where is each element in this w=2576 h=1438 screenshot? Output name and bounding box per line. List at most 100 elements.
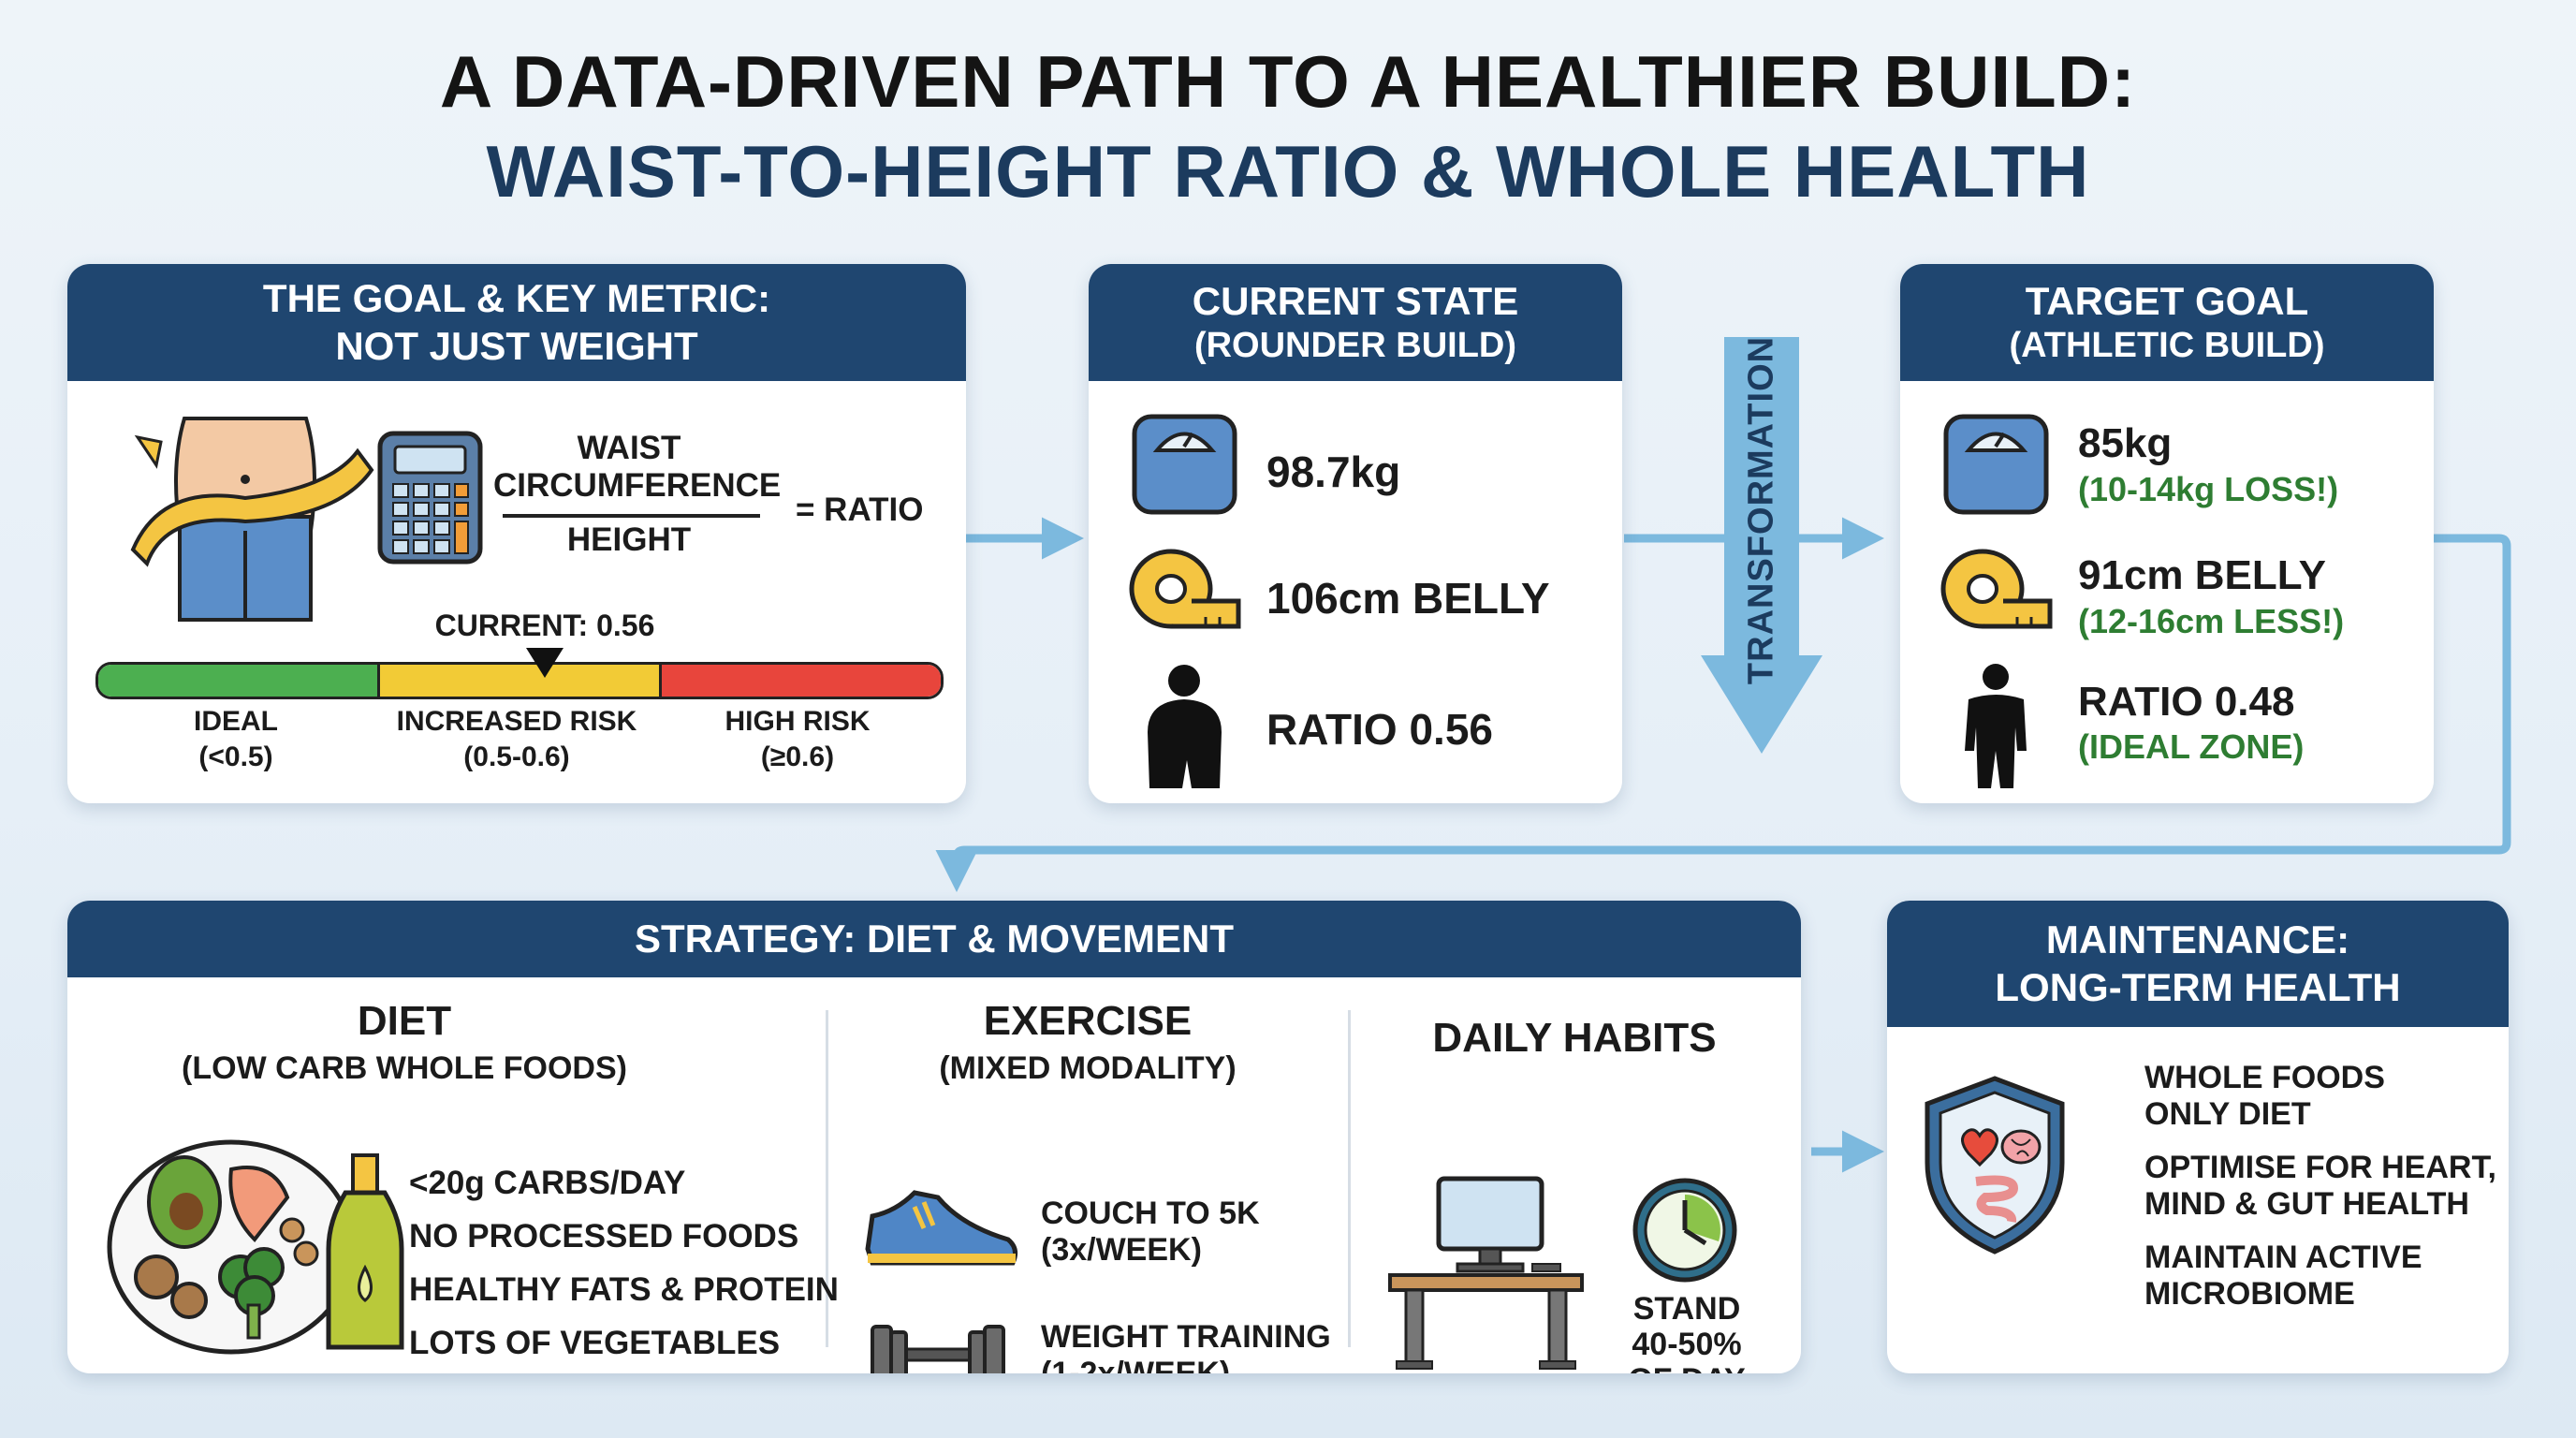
maintenance-item: MAINTAIN ACTIVE MICROBIOME <box>2144 1240 2496 1313</box>
maintenance-item-line1: MAINTAIN ACTIVE <box>2144 1240 2422 1276</box>
current-weight: 98.7kg <box>1266 448 1401 496</box>
gauge-zone-name: HIGH RISK <box>724 706 871 737</box>
maintenance-item-line1: WHOLE FOODS <box>2144 1060 2385 1095</box>
maintenance-list: WHOLE FOODS ONLY DIET OPTIMISE FOR HEART, M… <box>2144 1060 2496 1330</box>
main-subtitle: WAIST-TO-HEIGHT RATIO & WHOLE HEALTH <box>486 130 2090 213</box>
scale-icon <box>1943 414 2049 515</box>
maintenance-item: WHOLE FOODS ONLY DIET <box>2144 1060 2496 1133</box>
gauge-zone-range: (<0.5) <box>198 741 273 772</box>
diet-item: HEALTHY FATS & PROTEIN <box>409 1271 839 1308</box>
arrow-target-to-strategy <box>935 534 2511 892</box>
main-title: A DATA-DRIVEN PATH TO A HEALTHIER BUILD: <box>439 40 2137 123</box>
current-ratio: RATIO 0.56 <box>1266 705 1493 754</box>
gauge-zone-name: INCREASED RISK <box>396 706 637 737</box>
strategy-header: STRATEGY: DIET & MOVEMENT <box>67 901 1801 977</box>
calculator-icon <box>377 431 483 565</box>
waist-measure-icon <box>130 417 374 622</box>
goal-header-line1: THE GOAL & KEY METRIC: <box>262 276 771 321</box>
maintenance-header: MAINTENANCE: LONG-TERM HEALTH <box>1887 901 2509 1027</box>
current-header-line1: CURRENT STATE <box>1192 278 1519 323</box>
goal-card-header: THE GOAL & KEY METRIC: NOT JUST WEIGHT <box>67 264 966 381</box>
clock-icon <box>1632 1178 1737 1283</box>
current-header-line2: (ROUNDER BUILD) <box>1193 325 1517 365</box>
rounder-body-icon <box>1148 665 1222 788</box>
running-shoes-icon <box>865 1190 1018 1266</box>
formula-result: = RATIO <box>796 492 924 528</box>
maintenance-item-line2: MIND & GUT HEALTH <box>2144 1186 2469 1223</box>
gauge-zone-range: (≥0.6) <box>760 741 835 772</box>
diet-item: <20g CARBS/DAY <box>409 1165 686 1201</box>
maintenance-item: OPTIMISE FOR HEART, MIND & GUT HEALTH <box>2144 1150 2496 1223</box>
tape-measure-icon <box>1129 549 1241 629</box>
gauge-zone-increased-risk <box>377 665 659 697</box>
target-header-line2: (ATHLETIC BUILD) <box>2009 325 2325 365</box>
target-goal-card: TARGET GOAL (ATHLETIC BUILD) 85kg (10-14… <box>1900 264 2434 803</box>
health-shield-icon <box>1925 1076 2065 1255</box>
target-ratio: RATIO 0.48 <box>2078 679 2295 725</box>
stand-habit-text: STAND 40-50% OF DAY <box>1603 1291 1771 1373</box>
formula-numerator: WAIST CIRCUMFERENCE <box>493 430 782 506</box>
exercise-1-line1: COUCH TO 5K <box>1041 1196 1260 1231</box>
strategy-card: STRATEGY: DIET & MOVEMENT DIET (LOW CARB… <box>67 901 1801 1373</box>
diet-item: LOTS OF VEGETABLES <box>409 1325 781 1361</box>
gauge-label-increased-risk: INCREASED RISK (0.5-0.6) <box>376 704 657 774</box>
scale-icon <box>1132 414 1237 515</box>
current-ratio-marker <box>526 648 564 678</box>
healthy-plate-icon <box>107 1139 404 1355</box>
current-belly: 106cm BELLY <box>1266 574 1550 623</box>
gauge-zone-high-risk <box>659 665 941 697</box>
stand-line3: OF DAY <box>1603 1362 1771 1373</box>
risk-gauge-bar <box>95 662 944 699</box>
stand-line1: STAND <box>1632 1291 1741 1327</box>
tape-measure-icon <box>1940 549 2053 629</box>
formula-circumference: CIRCUMFERENCE <box>493 467 782 505</box>
formula-height: HEIGHT <box>566 521 692 558</box>
habits-title: DAILY HABITS <box>1432 1015 1717 1061</box>
athletic-body-icon <box>1965 664 2027 788</box>
formula-fraction-bar <box>503 514 760 518</box>
gauge-zone-range: (0.5-0.6) <box>463 741 570 772</box>
exercise-item-2: WEIGHT TRAINING (1-2x/WEEK) <box>1041 1319 1331 1373</box>
dumbbell-icon <box>871 1325 1005 1373</box>
diet-item: NO PROCESSED FOODS <box>409 1218 799 1255</box>
gauge-zone-ideal <box>98 665 377 697</box>
exercise-subtitle: (MIXED MODALITY) <box>939 1050 1237 1086</box>
target-weight: 85kg <box>2078 420 2173 466</box>
maintenance-item-line2: MICROBIOME <box>2144 1276 2355 1313</box>
strategy-header-text: STRATEGY: DIET & MOVEMENT <box>634 916 1235 961</box>
maintenance-header-line2: LONG-TERM HEALTH <box>1995 964 2401 1009</box>
gauge-zone-name: IDEAL <box>194 706 278 737</box>
target-belly: 91cm BELLY <box>2078 552 2326 598</box>
exercise-item-1: COUCH TO 5K (3x/WEEK) <box>1041 1196 1260 1269</box>
current-ratio-label: CURRENT: 0.56 <box>434 609 655 642</box>
gauge-label-ideal: IDEAL (<0.5) <box>95 704 376 774</box>
maintenance-card: MAINTENANCE: LONG-TERM HEALTH WHOLE FOOD… <box>1887 901 2509 1373</box>
exercise-1-line2: (3x/WEEK) <box>1041 1232 1202 1269</box>
transformation-label: TRANSFORMATION <box>1741 335 1781 685</box>
maintenance-header-line1: MAINTENANCE: <box>2045 917 2350 962</box>
strategy-divider-1 <box>826 1010 828 1347</box>
maintenance-item-line1: OPTIMISE FOR HEART, <box>2144 1150 2496 1186</box>
exercise-2-line2: (1-2x/WEEK) <box>1041 1356 1331 1373</box>
target-weight-note: (10-14kg LOSS!) <box>2078 470 2339 508</box>
current-state-header: CURRENT STATE (ROUNDER BUILD) <box>1089 264 1622 381</box>
goal-header-line2: NOT JUST WEIGHT <box>335 323 698 368</box>
formula-waist: WAIST <box>577 430 681 466</box>
target-belly-note: (12-16cm LESS!) <box>2078 602 2345 640</box>
exercise-2-line1: WEIGHT TRAINING <box>1041 1319 1331 1355</box>
current-state-card: CURRENT STATE (ROUNDER BUILD) 98.7kg 106… <box>1089 264 1622 803</box>
diet-subtitle: (LOW CARB WHOLE FOODS) <box>182 1050 627 1086</box>
strategy-divider-2 <box>1348 1010 1351 1347</box>
diet-list: <20g CARBS/DAY NO PROCESSED FOODS HEALTHY … <box>409 1165 839 1373</box>
diet-title: DIET <box>357 998 452 1044</box>
standing-desk-icon <box>1388 1176 1584 1370</box>
target-goal-header: TARGET GOAL (ATHLETIC BUILD) <box>1900 264 2434 381</box>
goal-card: THE GOAL & KEY METRIC: NOT JUST WEIGHT <box>67 264 966 803</box>
target-header-line1: TARGET GOAL <box>2025 278 2309 323</box>
exercise-title: EXERCISE <box>983 998 1193 1044</box>
transformation-arrow: TRANSFORMATION <box>1696 335 1827 758</box>
gauge-label-high-risk: HIGH RISK (≥0.6) <box>657 704 938 774</box>
maintenance-item-line2: ONLY DIET <box>2144 1096 2311 1133</box>
target-ratio-note: (IDEAL ZONE) <box>2078 727 2305 766</box>
stand-line2: 40-50% <box>1632 1327 1742 1363</box>
